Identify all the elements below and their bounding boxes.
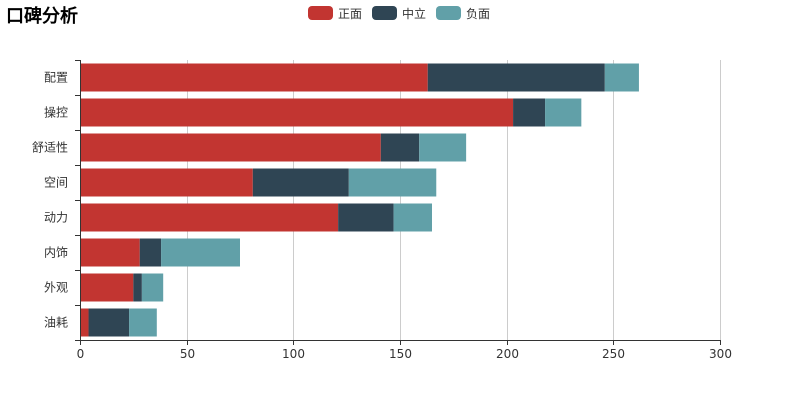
bar-segment[interactable]: 外观 负面: 10	[141, 273, 164, 302]
y-tick-label: 空间	[44, 176, 68, 190]
bar-segment[interactable]: 内饰 负面: 37	[161, 238, 240, 267]
x-tick-label: 200	[496, 347, 519, 361]
bar-segment[interactable]: 空间 正面: 81	[80, 168, 253, 197]
y-tick-label: 操控	[44, 105, 68, 120]
legend-swatch	[372, 6, 397, 20]
x-tick-label: 250	[602, 347, 625, 361]
x-tick-label: 300	[709, 347, 732, 361]
legend-swatch	[436, 6, 461, 20]
bar-segment[interactable]: 动力 中立: 26	[338, 203, 394, 232]
bar-segment[interactable]: 配置 负面: 16	[604, 63, 639, 92]
bar-segment[interactable]: 舒适性 中立: 18	[380, 133, 420, 162]
bar-segment[interactable]: 内饰 正面: 28	[80, 238, 140, 267]
bar-segment[interactable]: 配置 中立: 83	[427, 63, 605, 92]
legend-item[interactable]: 正面	[308, 4, 362, 22]
x-tick-label: 50	[180, 347, 195, 361]
bar-segment[interactable]: 操控 正面: 203	[80, 98, 514, 127]
legend-label: 正面	[338, 6, 363, 21]
legend-swatch	[308, 6, 333, 20]
y-tick-label: 配置	[44, 71, 68, 85]
x-tick-label: 0	[77, 347, 85, 361]
bar-segment[interactable]: 动力 负面: 18	[393, 203, 432, 232]
bar-segment[interactable]: 操控 中立: 15	[513, 98, 546, 127]
bar-segment[interactable]: 操控 负面: 17	[545, 98, 582, 127]
legend-label: 中立	[402, 6, 427, 21]
legend-item[interactable]: 中立	[372, 4, 426, 22]
y-tick-label: 油耗	[44, 316, 68, 330]
x-tick-label: 150	[389, 347, 412, 361]
bar-segment[interactable]: 舒适性 负面: 22	[419, 133, 467, 162]
legend: 正面 中立 负面	[0, 4, 800, 22]
bar-segment[interactable]: 油耗 中立: 19	[88, 308, 130, 337]
y-tick-label: 动力	[44, 211, 68, 225]
bar-segment[interactable]: 外观 正面: 25	[80, 273, 134, 302]
bar-segment[interactable]: 舒适性 正面: 141	[80, 133, 381, 162]
y-tick-label: 外观	[44, 281, 68, 295]
bar-segment[interactable]: 空间 中立: 45	[252, 168, 349, 197]
bar-segment[interactable]: 动力 正面: 121	[80, 203, 339, 232]
bar-segment[interactable]: 油耗 负面: 13	[129, 308, 157, 337]
chart-title: 口碑分析	[6, 6, 78, 27]
bar-segment[interactable]: 配置 正面: 163	[80, 63, 428, 92]
y-tick-label: 舒适性	[32, 141, 68, 155]
legend-item[interactable]: 负面	[436, 4, 490, 22]
bar-segment[interactable]: 空间 负面: 41	[348, 168, 437, 197]
bar-segment[interactable]: 油耗 正面: 4	[80, 308, 89, 337]
bar-segment[interactable]: 内饰 中立: 10	[139, 238, 162, 267]
x-tick-label: 100	[282, 347, 305, 361]
y-tick-label: 内饰	[44, 246, 68, 260]
bar-segment[interactable]: 外观 中立: 4	[133, 273, 142, 302]
legend-label: 负面	[466, 6, 491, 21]
